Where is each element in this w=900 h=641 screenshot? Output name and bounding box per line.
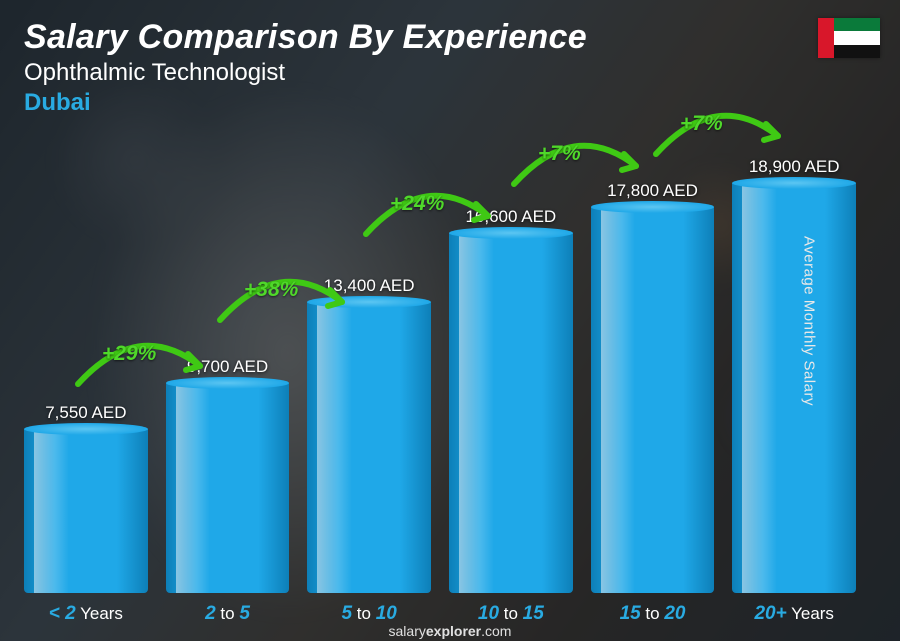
footer-bold: explorer [426,623,481,639]
header: Salary Comparison By Experience Ophthalm… [24,18,876,117]
bar-shine [742,183,777,593]
bar-shine [34,429,69,593]
location-label: Dubai [24,89,876,117]
bar [732,183,856,593]
bar-value-label: 18,900 AED [749,157,840,177]
xaxis: < 2 Years 2 to 5 5 to 10 10 to 15 15 to 20 20… [24,603,856,625]
increase-pct-label: +7% [680,112,723,136]
flag-hoist [818,18,834,58]
bar-value-label: 7,550 AED [45,403,126,423]
bar-top [307,296,431,308]
bar [449,233,573,593]
bar-value-label: 16,600 AED [465,207,556,227]
bar-top [166,377,290,389]
flag-stripe-mid [834,31,880,44]
bar [24,429,148,593]
xaxis-label: 15 to 20 [591,603,715,625]
bar [166,383,290,593]
bar-column: 16,600 AED [449,207,573,593]
increase-pct-label: +38% [244,278,298,302]
xaxis-label: 20+ Years [732,603,856,625]
bar-column: 7,550 AED [24,403,148,593]
bar-top [732,177,856,189]
increase-pct-label: +7% [538,142,581,166]
bar-column: 13,400 AED [307,276,431,593]
xaxis-label: 5 to 10 [307,603,431,625]
bar-shine [601,207,636,593]
bar-column: 17,800 AED [591,181,715,593]
chart-container: Salary Comparison By Experience Ophthalm… [0,0,900,641]
footer-attribution: salaryexplorer.com [0,623,900,639]
increase-pct-label: +29% [102,342,156,366]
footer-post: .com [481,623,511,639]
uae-flag-icon [818,18,880,58]
flag-stripe-top [834,18,880,31]
bar-top [591,201,715,213]
footer-pre: salary [389,623,426,639]
bar-column: 9,700 AED [166,357,290,593]
page-title: Salary Comparison By Experience [24,18,876,57]
bar-shine [459,233,494,593]
bar-value-label: 9,700 AED [187,357,268,377]
bar-shine [176,383,211,593]
flag-stripes [834,18,880,58]
bar [591,207,715,593]
xaxis-label: < 2 Years [24,603,148,625]
flag-stripe-bot [834,45,880,58]
bar-shine [317,302,352,593]
xaxis-label: 10 to 15 [449,603,573,625]
job-subtitle: Ophthalmic Technologist [24,59,876,87]
bar [307,302,431,593]
bar-column: 18,900 AED [732,157,856,593]
bar-top [449,227,573,239]
bar-value-label: 17,800 AED [607,181,698,201]
yaxis-label: Average Monthly Salary [801,236,818,406]
increase-pct-label: +24% [390,192,444,216]
xaxis-label: 2 to 5 [166,603,290,625]
bar-top [24,423,148,435]
bar-value-label: 13,400 AED [324,276,415,296]
